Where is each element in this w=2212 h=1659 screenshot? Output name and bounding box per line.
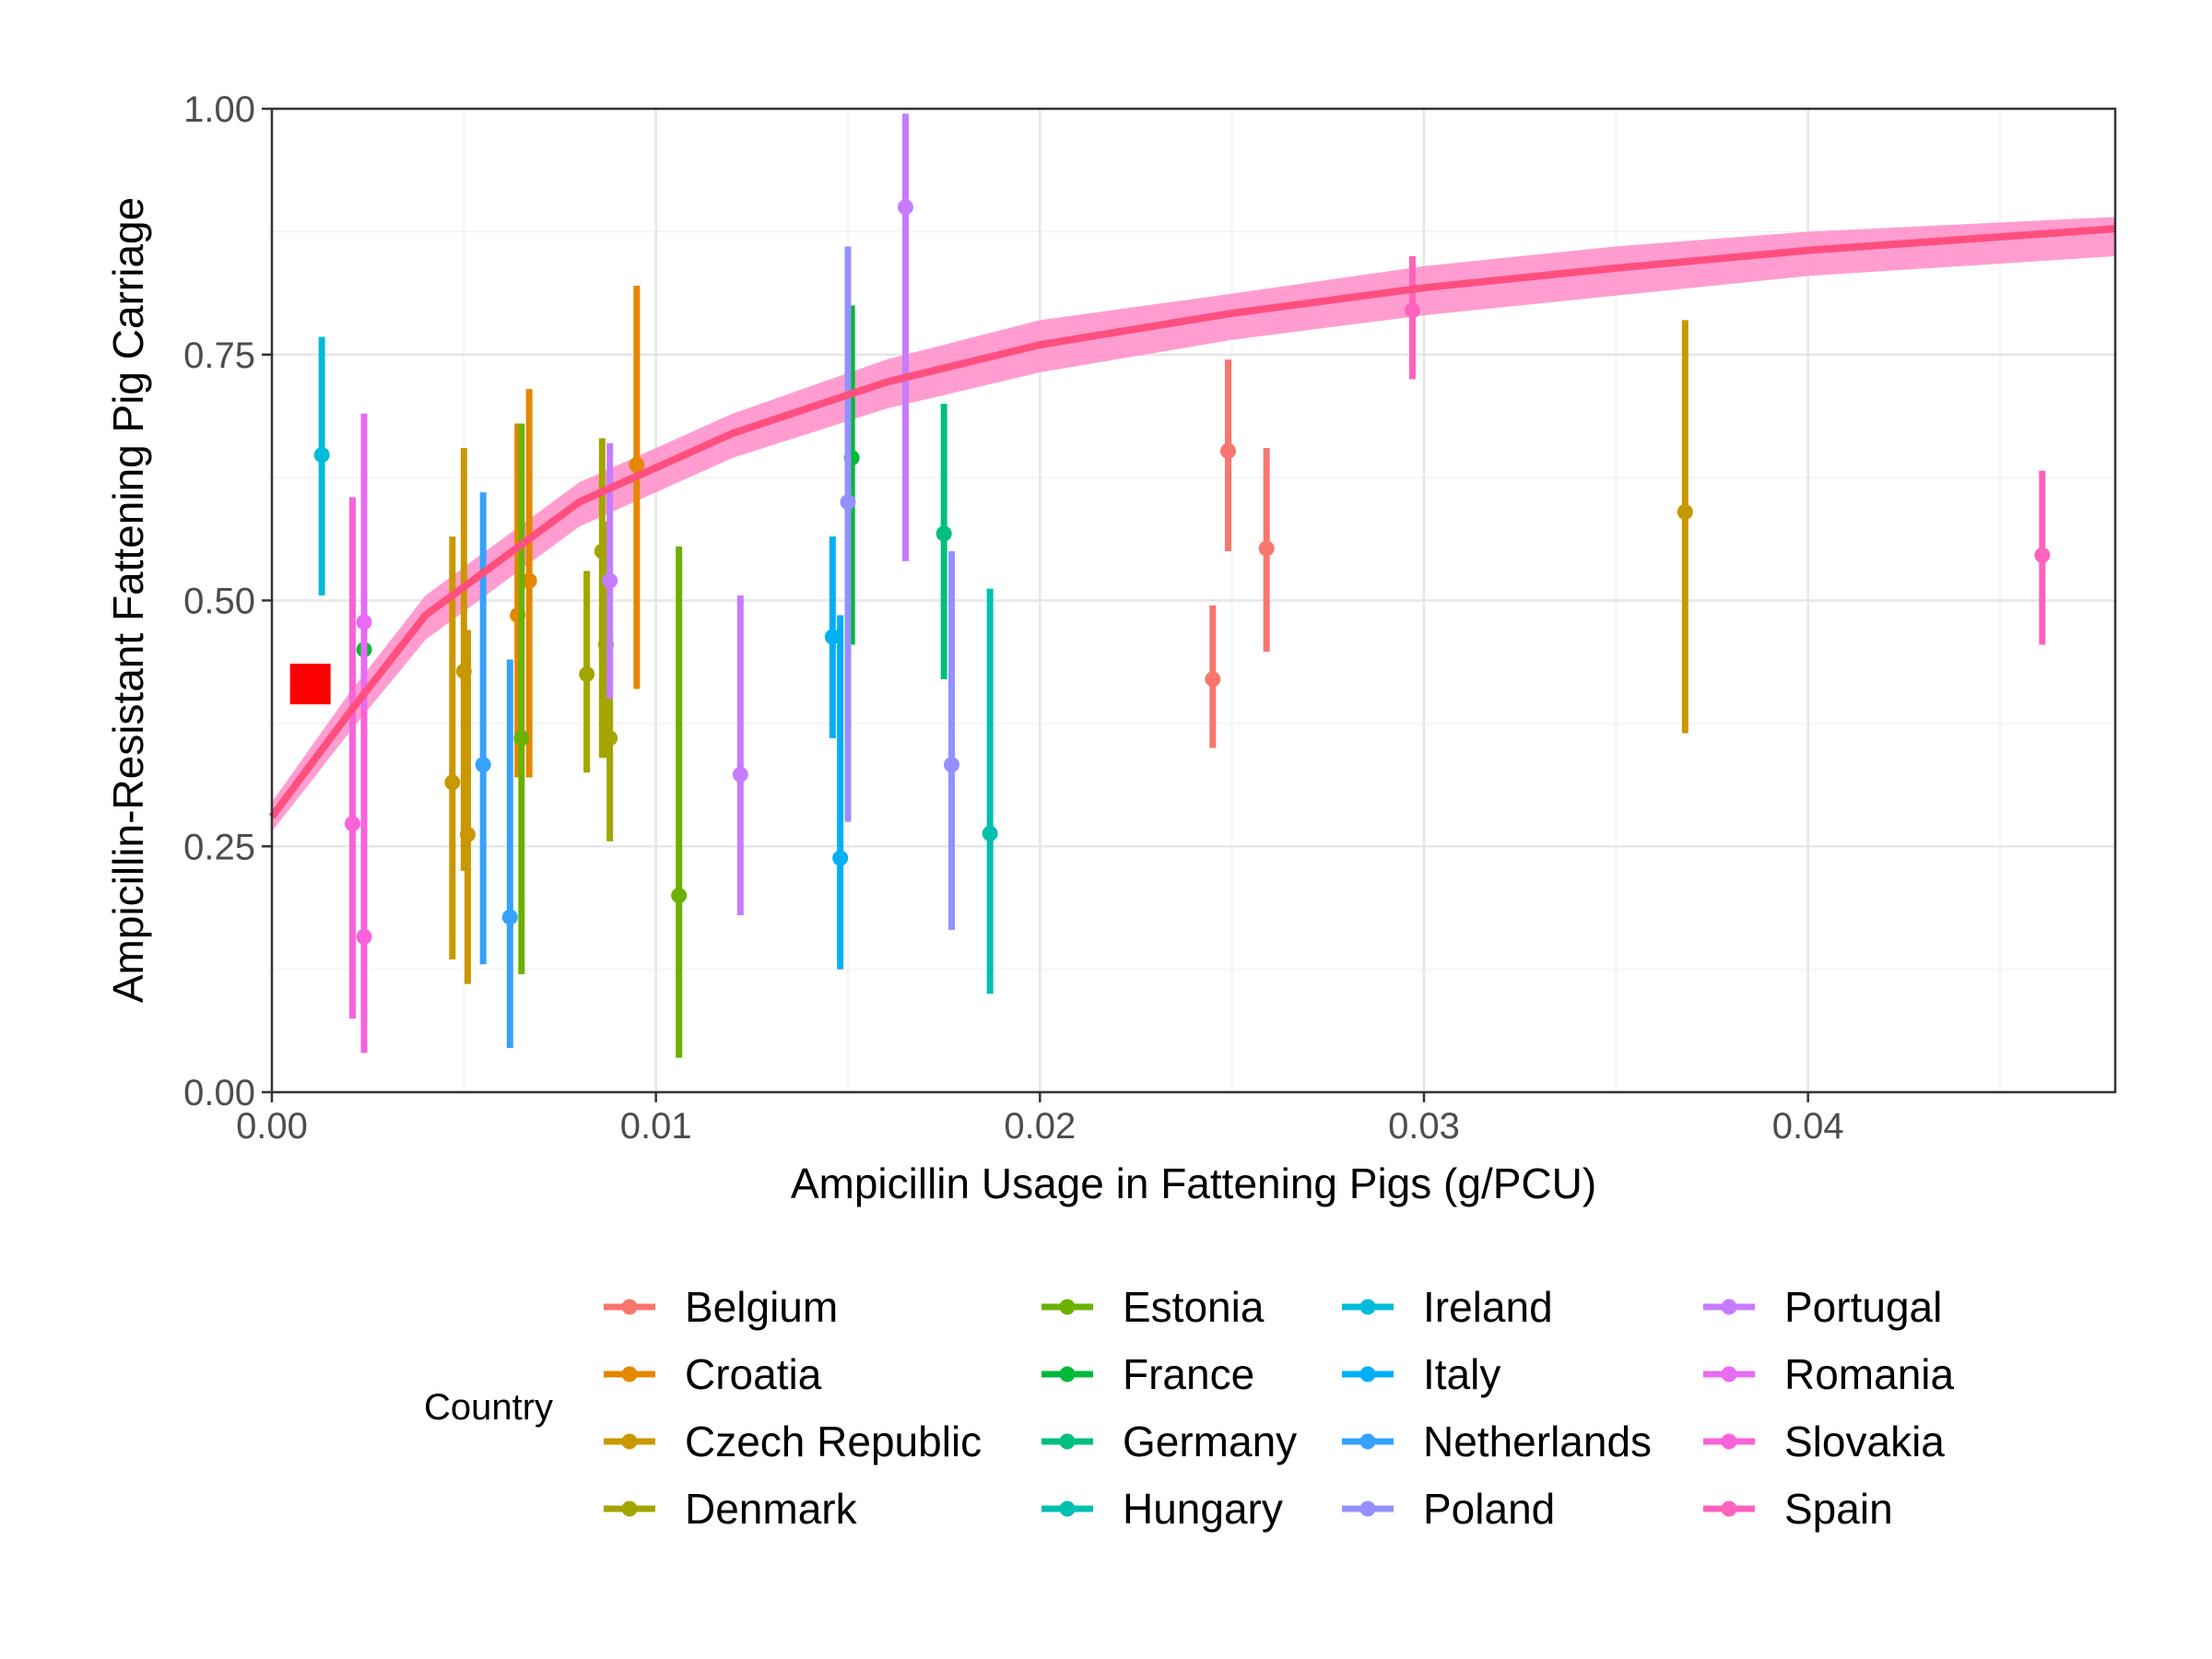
point-netherlands [475,757,491,773]
point-italy [824,629,841,645]
legend-key-point [1059,1366,1076,1382]
reference-point-group [289,664,331,705]
fit-line [268,225,2116,819]
legend: Belgium Croatia Czech Republic Denmark Eston… [604,1283,1955,1533]
fit-ribbon-group [272,217,2115,832]
legend-label: Portugal [1784,1283,1942,1331]
axis-ticks: 0.00 0.01 0.02 0.03 0.04 0.00 0.25 0.50 0.75 1.00 [183,89,1843,1147]
point-hungary [982,825,998,841]
reference-point [289,664,331,705]
legend-label: Hungary [1123,1485,1283,1533]
legend-key-point [1059,1433,1076,1450]
point-slovakia [345,816,360,832]
legend-label: Italy [1423,1350,1500,1398]
fit-line-group [268,225,2116,819]
x-tick-label: 0.01 [620,1106,692,1147]
legend-key-point [1721,1433,1737,1450]
legend-label: Poland [1423,1485,1555,1533]
legend-label: Czech Republic [685,1418,982,1465]
legend-label: Netherlands [1423,1418,1652,1465]
y-tick-label: 0.75 [183,335,255,376]
legend-item-czech-republic: Czech Republic [604,1418,982,1465]
legend-label: Belgium [685,1283,838,1331]
point-belgium [1258,540,1275,557]
legend-key-point [621,1299,638,1315]
point-spain [1405,302,1420,319]
legend-label: Croatia [685,1350,822,1398]
point-spain [2034,547,2051,563]
legend-key-point [1059,1299,1076,1315]
legend-item-germany: Germany [1041,1418,1297,1465]
point-estonia [513,730,530,747]
legend-key-point [1359,1433,1376,1450]
legend-label: Spain [1784,1485,1893,1533]
legend-item-romania: Romania [1703,1350,1955,1398]
legend-item-france: France [1041,1350,1254,1398]
legend-label: Ireland [1423,1283,1553,1331]
legend-title: Country [424,1387,553,1428]
fit-ribbon [272,217,2115,832]
legend-item-ireland: Ireland [1342,1283,1553,1331]
legend-item-portugal: Portugal [1703,1283,1942,1331]
legend-label: Estonia [1123,1283,1265,1331]
point-portugal [898,199,913,216]
point-portugal [602,572,618,589]
legend-item-poland: Poland [1342,1485,1555,1533]
legend-item-hungary: Hungary [1041,1485,1283,1533]
legend-key-point [621,1500,638,1517]
legend-label: Slovakia [1784,1418,1945,1465]
legend-item-croatia: Croatia [604,1350,822,1398]
point-belgium [1220,442,1236,459]
y-tick-label: 0.25 [183,827,255,867]
y-axis-title: Ampicillin-Resistant Fattening Pig Carri… [104,197,152,1003]
y-tick-label: 0.00 [183,1073,255,1113]
legend-key-point [621,1366,638,1382]
point-ireland [313,447,330,464]
x-tick-label: 0.02 [1004,1106,1076,1147]
legend-key-point [1059,1500,1076,1517]
y-tick-label: 1.00 [183,89,255,130]
legend-key-point [1359,1366,1376,1382]
legend-key-point [1359,1500,1376,1517]
legend-key-point [1721,1299,1737,1315]
point-poland [944,757,959,773]
point-croatia [521,572,537,589]
x-axis-title: Ampicillin Usage in Fattening Pigs (g/PC… [791,1159,1596,1207]
y-tick-label: 0.50 [183,582,255,622]
legend-item-slovakia: Slovakia [1703,1418,1945,1465]
x-tick-label: 0.03 [1388,1106,1460,1147]
legend-item-netherlands: Netherlands [1342,1418,1652,1465]
point-romania [356,614,372,630]
point-estonia [671,888,688,904]
legend-key-point [1359,1299,1376,1315]
point-belgium [1205,671,1221,688]
point-denmark [579,666,595,683]
legend-item-belgium: Belgium [604,1283,838,1331]
point-portugal [732,766,748,782]
legend-item-spain: Spain [1703,1485,1893,1533]
x-tick-label: 0.04 [1772,1106,1844,1147]
point-italy [832,850,849,866]
point-poland [840,494,856,511]
legend-item-denmark: Denmark [604,1485,858,1533]
error-bars [313,113,2051,1058]
legend-item-italy: Italy [1342,1350,1500,1398]
point-croatia [629,456,645,473]
legend-label: France [1123,1350,1254,1398]
point-netherlands [501,909,518,925]
legend-item-estonia: Estonia [1041,1283,1265,1331]
legend-key-point [621,1433,638,1450]
legend-label: Germany [1123,1418,1297,1465]
point-czech-republic [444,774,461,791]
point-czech-republic [1677,503,1693,520]
legend-key-point [1721,1500,1737,1517]
legend-label: Denmark [685,1485,858,1533]
point-slovakia [356,928,372,945]
point-czech-republic [460,826,476,842]
x-tick-label: 0.00 [236,1106,308,1147]
legend-label: Romania [1784,1350,1955,1398]
legend-key-point [1721,1366,1737,1382]
point-germany [935,525,952,542]
